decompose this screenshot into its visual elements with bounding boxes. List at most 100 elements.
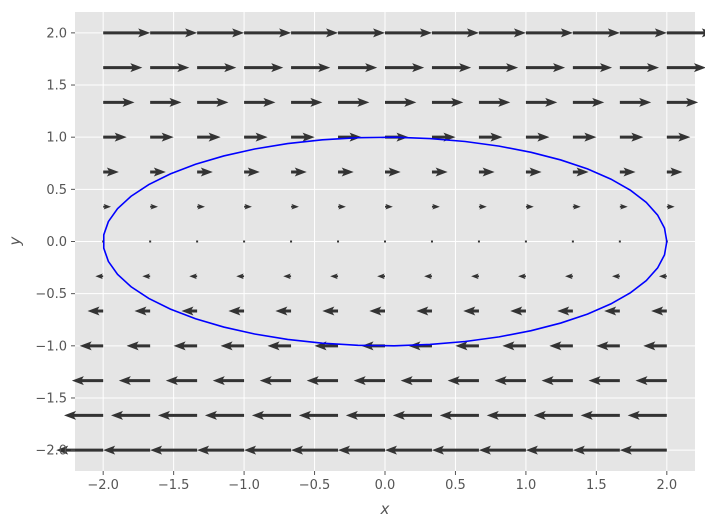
arrow: [385, 28, 432, 38]
arrow: [150, 97, 182, 107]
arrow: [431, 28, 479, 38]
arrow: [196, 240, 199, 243]
x-tick-label: 1.5: [586, 478, 607, 493]
arrow: [478, 203, 487, 210]
arrow: [525, 97, 558, 107]
arrow: [486, 410, 526, 420]
arrow: [228, 306, 245, 316]
arrow: [619, 97, 652, 107]
arrow: [306, 376, 339, 386]
x-axis-label: x: [380, 500, 390, 518]
arrow: [618, 240, 621, 243]
arrow: [431, 167, 448, 177]
arrow: [103, 28, 151, 38]
arrow: [150, 63, 190, 73]
arrow: [291, 63, 331, 73]
arrow: [666, 97, 699, 107]
x-tick-label: 2.0: [656, 478, 677, 493]
ellipse-curve: [102, 136, 668, 347]
y-tick-label: 0.5: [46, 183, 67, 198]
arrow: [150, 167, 166, 177]
arrow: [478, 167, 495, 177]
arrow: [291, 132, 315, 142]
arrow: [533, 410, 573, 420]
arrow: [244, 63, 284, 73]
arrow: [290, 240, 293, 243]
arrow: [494, 376, 526, 386]
arrow: [510, 306, 526, 316]
arrow: [369, 306, 385, 316]
arrow: [477, 240, 480, 243]
arrow: [56, 445, 104, 455]
arrow: [337, 240, 340, 243]
arrow: [103, 445, 151, 455]
vector-field: [56, 28, 705, 455]
arrow: [291, 203, 299, 210]
arrow: [463, 306, 479, 316]
y-axis-label: y: [6, 235, 24, 246]
arrow: [392, 410, 432, 420]
arrow: [243, 240, 246, 243]
arrow: [197, 132, 221, 142]
arrow: [431, 445, 479, 455]
arrow: [619, 132, 644, 142]
arrow: [330, 273, 339, 280]
arrow: [565, 273, 573, 280]
arrow: [291, 167, 307, 177]
arrow: [619, 63, 660, 73]
arrow: [478, 132, 503, 142]
y-tick-label: −1.0: [35, 339, 67, 354]
x-tick-label: −0.5: [299, 478, 331, 493]
arrow: [572, 167, 589, 177]
arrow: [572, 203, 581, 210]
arrow: [189, 273, 198, 280]
arrow: [197, 445, 245, 455]
arrow: [353, 376, 385, 386]
ellipse-line: [102, 136, 668, 347]
arrow: [322, 306, 339, 316]
arrow: [596, 341, 620, 351]
y-tick-label: −2.0: [35, 444, 67, 459]
arrow: [244, 97, 276, 107]
arrow: [314, 341, 339, 351]
arrow: [291, 97, 323, 107]
arrow: [283, 273, 292, 280]
arrow: [572, 132, 597, 142]
arrow: [612, 273, 620, 280]
arrow: [572, 63, 613, 73]
arrow: [126, 341, 151, 351]
arrow: [197, 28, 245, 38]
arrow: [110, 410, 151, 420]
arrow: [150, 203, 158, 210]
arrow: [525, 132, 550, 142]
arrow: [267, 341, 292, 351]
arrow: [400, 376, 432, 386]
arrow: [525, 445, 573, 455]
arrow: [384, 445, 432, 455]
arrow: [666, 167, 683, 177]
arrow: [103, 203, 112, 210]
arrow: [604, 306, 620, 316]
arrow: [291, 445, 339, 455]
arrow: [79, 341, 104, 351]
arrow: [572, 97, 605, 107]
arrow: [541, 376, 573, 386]
arrow: [643, 341, 667, 351]
arrow: [572, 445, 620, 455]
arrow: [134, 306, 151, 316]
arrow: [439, 410, 479, 420]
arrow: [103, 132, 127, 142]
x-axis-ticks: −2.0 −1.5 −1.0 −0.5 0.0 0.5 1.0 1.5 2.0: [87, 471, 677, 493]
arrow: [338, 28, 386, 38]
arrow: [557, 306, 573, 316]
arrow: [345, 410, 385, 420]
y-axis-ticks: −2.0 −1.5 −1.0 −0.5 0.0 0.5 1.0 1.5 2.0: [35, 26, 75, 459]
arrow: [478, 445, 526, 455]
arrow: [244, 167, 260, 177]
arrow: [244, 445, 292, 455]
arrow: [197, 167, 213, 177]
arrow: [259, 376, 292, 386]
arrow: [580, 410, 620, 420]
y-tick-label: −0.5: [35, 287, 67, 302]
arrow: [298, 410, 339, 420]
